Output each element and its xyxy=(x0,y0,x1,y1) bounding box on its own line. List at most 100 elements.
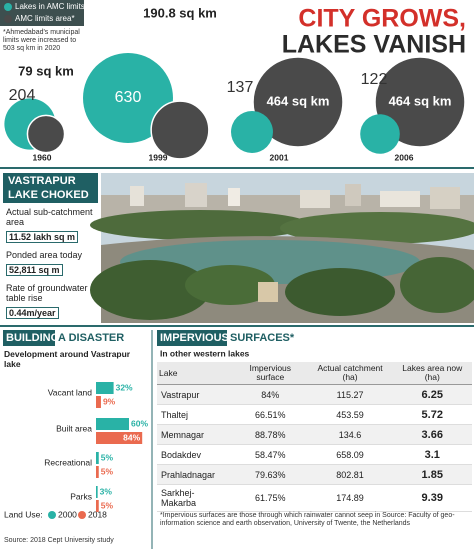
table-cell: 84% xyxy=(232,384,308,405)
table-cell: 453.59 xyxy=(307,404,393,425)
header-cell: Lake xyxy=(157,362,233,385)
section-title: LAKE CHOKED xyxy=(8,189,89,201)
year-label: 1960 xyxy=(33,152,52,162)
title-line-1: CITY GROWS, xyxy=(298,5,466,33)
lake-photo xyxy=(90,173,474,323)
section-title: BUILDING xyxy=(6,332,59,344)
table-cell: 115.27 xyxy=(307,384,393,405)
source: Source: 2018 Cept University study xyxy=(4,537,114,544)
bar xyxy=(96,432,143,444)
heading-box xyxy=(3,330,55,346)
footnote: *Impervious surfaces are those through w… xyxy=(160,512,455,527)
table-row: Sarkhej-Makarba 61.75% 174.89 9.39 xyxy=(157,484,472,512)
info-item: Actual sub-catchment area 11.52 lakh sq m xyxy=(6,207,98,245)
note: *Ahmedabad's municipal limits were incre… xyxy=(3,29,80,52)
bar-label: 5% xyxy=(101,466,114,476)
table-cell: 61.75% xyxy=(232,484,308,512)
table-cell: 658.09 xyxy=(307,444,393,465)
bar-label: 5% xyxy=(101,452,114,462)
bar xyxy=(96,500,99,512)
table-cell: 9.39 xyxy=(392,484,472,512)
bar-label: 5% xyxy=(101,500,114,510)
table-header: Lake Impervious surface Actual catchment (… xyxy=(157,362,472,385)
legend-label: Land Use: xyxy=(4,509,43,519)
bar-label: 3% xyxy=(100,486,113,496)
table-cell: 174.89 xyxy=(307,484,393,512)
table-cell: Sarkhej-Makarba xyxy=(157,484,233,512)
area-bubble xyxy=(374,56,466,148)
info-label: Ponded area today xyxy=(6,250,83,260)
bar-label: 60% xyxy=(131,418,148,428)
lake-label: 630 xyxy=(115,89,142,106)
info-value: 52,811 sq m xyxy=(6,264,63,276)
table-cell: 3.66 xyxy=(392,424,472,445)
header-cell: Impervious surface xyxy=(232,362,308,385)
bar-label: 32% xyxy=(116,382,133,392)
header-cell: Actual catchment (ha) xyxy=(307,362,393,385)
year-label: 2006 xyxy=(395,152,414,162)
bar xyxy=(96,452,99,464)
area-label: 464 sq km xyxy=(267,93,330,108)
table-cell: 1.85 xyxy=(392,464,472,485)
table-cell: 5.72 xyxy=(392,404,472,425)
lake-bubble xyxy=(360,114,400,154)
legend-label: AMC limits area* xyxy=(15,14,75,23)
table-row: Thaltej 66.51% 453.59 5.72 xyxy=(157,404,472,425)
table-cell: Bodakdev xyxy=(157,444,233,465)
area-label: 79 sq km xyxy=(18,63,74,78)
table-row: Prahladnagar 79.63% 802.81 1.85 xyxy=(157,464,472,485)
chart-subtitle: Development around Vastrapur lake xyxy=(4,349,131,369)
table-row: Vastrapur 84% 115.27 6.25 xyxy=(157,384,472,405)
heading-box xyxy=(157,330,227,346)
header-cell: Lakes area now (ha) xyxy=(392,362,472,385)
info-list: Actual sub-catchment area 11.52 lakh sq m… xyxy=(6,207,98,326)
bar-label: 84% xyxy=(123,432,140,442)
table-cell: Prahladnagar xyxy=(157,464,233,485)
table-row: Memnagar 88.78% 134.6 3.66 xyxy=(157,424,472,445)
bar xyxy=(96,418,129,430)
info-label: Actual sub-catchment area xyxy=(6,207,93,227)
lake-bubble xyxy=(83,53,173,143)
table-cell: 802.81 xyxy=(307,464,393,485)
legend-swatch xyxy=(4,3,12,11)
table-row: Bodakdev 58.47% 658.09 3.1 xyxy=(157,444,472,465)
year-label: 1999 xyxy=(149,152,168,162)
category-label: Recreational xyxy=(44,457,92,467)
bar xyxy=(96,466,99,478)
table-cell: 88.78% xyxy=(232,424,308,445)
table-cell: 58.47% xyxy=(232,444,308,465)
area-bubble xyxy=(26,114,66,154)
bar-label: 9% xyxy=(103,396,116,406)
table-cell: 66.51% xyxy=(232,404,308,425)
legend-label: 2000 xyxy=(58,509,77,519)
legend-box xyxy=(0,0,84,26)
table-cell: 6.25 xyxy=(392,384,472,405)
table-cell: Memnagar xyxy=(157,424,233,445)
info-label: Rate of groundwater table rise xyxy=(6,283,88,303)
heading-box xyxy=(3,173,98,203)
info-value: 11.52 lakh sq m xyxy=(6,231,79,243)
info-value: 0.44m/year xyxy=(6,307,59,319)
info-item: Ponded area today 52,811 sq m xyxy=(6,250,98,278)
area-bubble xyxy=(150,100,210,160)
table-cell: Thaltej xyxy=(157,404,233,425)
info-item: Rate of groundwater table rise 0.44m/year xyxy=(6,283,98,321)
bar xyxy=(96,382,114,394)
table-wrap: Lake Impervious surface Actual catchment (… xyxy=(157,362,472,512)
lake-bubble xyxy=(231,111,273,153)
title-line-2: LAKES VANISH xyxy=(282,31,466,59)
area-bubble xyxy=(252,56,344,148)
lake-label: 204 xyxy=(9,87,36,104)
section-title: A DISASTER xyxy=(58,332,124,344)
legend-swatch xyxy=(48,511,56,519)
category-label: Parks xyxy=(70,491,92,501)
lake-label: 137 xyxy=(227,79,254,96)
legend-swatch xyxy=(78,511,86,519)
legend-label: Lakes in AMC limits xyxy=(15,2,85,11)
table-cell: 79.63% xyxy=(232,464,308,485)
legend-swatch xyxy=(4,15,12,23)
table-cell: Vastrapur xyxy=(157,384,233,405)
section-title: VASTRAPUR xyxy=(8,175,76,187)
